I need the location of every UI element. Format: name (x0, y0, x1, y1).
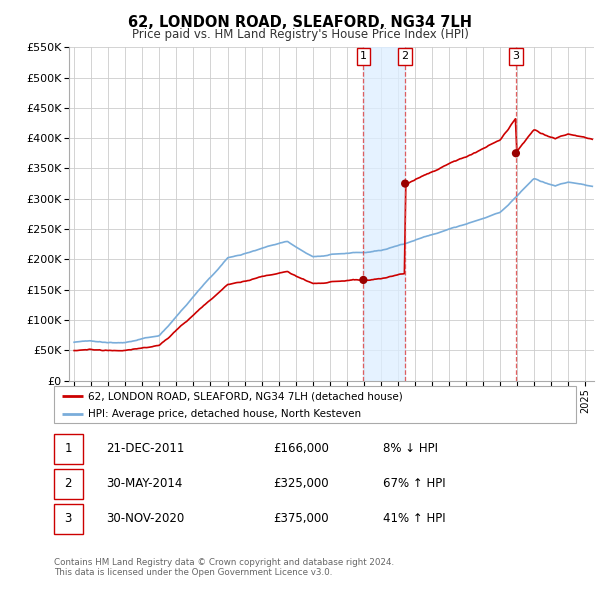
Text: 3: 3 (65, 512, 72, 525)
FancyBboxPatch shape (54, 469, 83, 499)
Text: £325,000: £325,000 (273, 477, 329, 490)
Text: 62, LONDON ROAD, SLEAFORD, NG34 7LH (detached house): 62, LONDON ROAD, SLEAFORD, NG34 7LH (det… (88, 391, 403, 401)
Text: 41% ↑ HPI: 41% ↑ HPI (383, 512, 445, 525)
Text: 67% ↑ HPI: 67% ↑ HPI (383, 477, 445, 490)
Point (400, 179, 410, 188)
Text: £375,000: £375,000 (273, 512, 329, 525)
Text: 2: 2 (401, 51, 409, 61)
Text: 62, LONDON ROAD, SLEAFORD, NG34 7LH: 62, LONDON ROAD, SLEAFORD, NG34 7LH (128, 15, 472, 30)
FancyBboxPatch shape (54, 504, 83, 534)
Text: Contains HM Land Registry data © Crown copyright and database right 2024.
This d: Contains HM Land Registry data © Crown c… (54, 558, 394, 577)
Text: 30-NOV-2020: 30-NOV-2020 (106, 512, 184, 525)
Text: 2: 2 (65, 477, 72, 490)
Bar (364, 47, 405, 381)
Text: Price paid vs. HM Land Registry's House Price Index (HPI): Price paid vs. HM Land Registry's House … (131, 28, 469, 41)
Point (511, 149, 521, 158)
Text: £166,000: £166,000 (273, 442, 329, 455)
Text: 1: 1 (360, 51, 367, 61)
Text: 8% ↓ HPI: 8% ↓ HPI (383, 442, 438, 455)
Point (359, 275, 368, 284)
FancyBboxPatch shape (54, 434, 83, 464)
Text: 21-DEC-2011: 21-DEC-2011 (106, 442, 185, 455)
Text: 3: 3 (512, 51, 520, 61)
Text: 1: 1 (65, 442, 72, 455)
Text: HPI: Average price, detached house, North Kesteven: HPI: Average price, detached house, Nort… (88, 409, 361, 419)
FancyBboxPatch shape (54, 386, 576, 423)
Text: 30-MAY-2014: 30-MAY-2014 (106, 477, 182, 490)
